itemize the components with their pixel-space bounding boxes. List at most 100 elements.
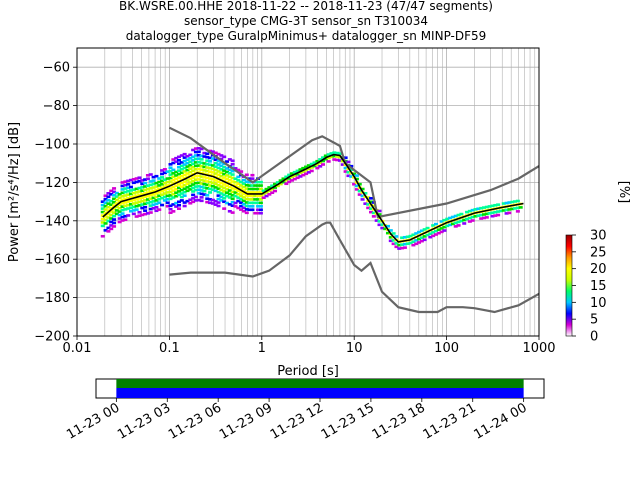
psd-histogram-cell xyxy=(199,147,204,151)
psd-histogram-cell xyxy=(123,204,128,208)
psd-histogram xyxy=(100,147,523,250)
psd-histogram-cell xyxy=(222,169,227,172)
psd-histogram-cell xyxy=(126,214,131,217)
psd-histogram-cell xyxy=(346,160,351,164)
psd-histogram-cell xyxy=(151,182,156,186)
psd-histogram-cell xyxy=(501,202,506,205)
psd-histogram-cell xyxy=(179,174,184,178)
psd-histogram-cell xyxy=(191,197,196,200)
psd-histogram-cell xyxy=(250,205,255,208)
psd-histogram-cell xyxy=(326,156,331,160)
psd-histogram-cell xyxy=(439,230,444,234)
psd-histogram-cell xyxy=(196,185,201,188)
psd-histogram-cell xyxy=(109,206,114,210)
psd-histogram-cell xyxy=(250,184,255,187)
psd-histogram-cell xyxy=(292,177,297,181)
psd-histogram-cell xyxy=(264,191,269,194)
psd-histogram-cell xyxy=(103,194,108,198)
psd-histogram-cell xyxy=(188,160,193,164)
psd-histogram-cell xyxy=(210,150,215,153)
psd-histogram-cell xyxy=(467,216,472,220)
psd-histogram-cell xyxy=(408,241,413,245)
timeline-tick-label: 11-23 12 xyxy=(268,400,326,442)
psd-histogram-cell xyxy=(484,216,489,219)
psd-histogram-cell xyxy=(453,225,458,228)
psd-histogram-cell xyxy=(233,191,238,194)
y-tick-label: −100 xyxy=(34,138,70,153)
psd-histogram-cell xyxy=(143,199,148,202)
psd-histogram-cell xyxy=(208,184,213,187)
psd-histogram-cell xyxy=(120,188,125,191)
psd-histogram-cell xyxy=(165,194,170,198)
psd-histogram-cell xyxy=(225,167,230,170)
psd-histogram-cell xyxy=(459,212,464,216)
psd-histogram-cell xyxy=(222,172,227,176)
psd-histogram-cell xyxy=(306,167,311,171)
psd-histogram-cell xyxy=(174,156,179,160)
psd-histogram-cell xyxy=(157,197,162,201)
psd-histogram-cell xyxy=(253,194,258,198)
psd-histogram-cell xyxy=(439,220,444,223)
psd-histogram-cell xyxy=(168,173,173,176)
psd-histogram-cell xyxy=(185,158,190,162)
psd-histogram-cell xyxy=(374,219,379,222)
psd-histogram-cell xyxy=(216,152,221,156)
psd-histogram-cell xyxy=(208,160,213,163)
y-axis-label: Power [m²/s⁴/Hz] [dB] xyxy=(7,122,22,262)
x-tick-label: 1000 xyxy=(522,341,555,356)
psd-histogram-cell xyxy=(507,201,512,204)
psd-histogram-cell xyxy=(100,217,105,221)
y-tick-label: −120 xyxy=(34,176,70,191)
psd-histogram-cell xyxy=(216,180,221,184)
psd-histogram-cell xyxy=(298,168,303,171)
psd-histogram-cell xyxy=(168,207,173,211)
psd-histogram-cell xyxy=(148,211,153,214)
psd-histogram-cell xyxy=(515,199,520,203)
psd-histogram-cell xyxy=(244,211,249,215)
x-tick-label: 100 xyxy=(434,341,459,356)
psd-histogram-cell xyxy=(210,167,215,171)
psd-histogram-cell xyxy=(182,159,187,163)
psd-histogram-cell xyxy=(154,174,159,178)
psd-histogram-cell xyxy=(145,212,150,215)
psd-histogram-cell xyxy=(400,246,405,250)
psd-histogram-cell xyxy=(196,198,201,202)
psd-histogram-cell xyxy=(250,198,255,201)
psd-histogram-cell xyxy=(256,191,261,194)
psd-histogram-cell xyxy=(205,183,210,187)
psd-histogram-cell xyxy=(236,185,241,189)
psd-histogram-cell xyxy=(179,161,184,164)
psd-histogram-cell xyxy=(168,194,173,197)
psd-histogram-cell xyxy=(323,157,328,161)
psd-histogram-cell xyxy=(174,170,179,174)
psd-histogram-cell xyxy=(123,201,128,204)
psd-histogram-cell xyxy=(109,203,114,206)
psd-histogram-cell xyxy=(383,227,388,231)
psd-histogram-cell xyxy=(188,163,193,167)
psd-histogram-cell xyxy=(216,166,221,170)
psd-histogram-cell xyxy=(349,164,354,168)
psd-histogram-cell xyxy=(120,198,125,202)
psd-histogram-cell xyxy=(174,160,179,163)
colorbar-tick-label: 5 xyxy=(590,313,598,328)
psd-histogram-cell xyxy=(431,224,436,227)
psd-histogram-cell xyxy=(213,186,218,189)
colorbar-label: [%] xyxy=(616,181,631,204)
psd-histogram-cell xyxy=(106,198,111,202)
psd-histogram-cell xyxy=(171,196,176,199)
psd-histogram-cell xyxy=(233,187,238,191)
psd-histogram-cell xyxy=(171,158,176,161)
psd-histogram-cell xyxy=(185,172,190,175)
psd-histogram-cell xyxy=(247,201,252,205)
psd-histogram-cell xyxy=(210,157,215,160)
psd-histogram-cell xyxy=(137,204,142,207)
psd-histogram-cell xyxy=(230,176,235,180)
psd-histogram-cell xyxy=(304,169,309,172)
psd-histogram-cell xyxy=(337,159,342,162)
psd-histogram-cell xyxy=(199,199,204,203)
psd-histogram-cell xyxy=(253,187,258,191)
psd-histogram-cell xyxy=(241,209,246,213)
psd-histogram-cell xyxy=(462,222,467,225)
